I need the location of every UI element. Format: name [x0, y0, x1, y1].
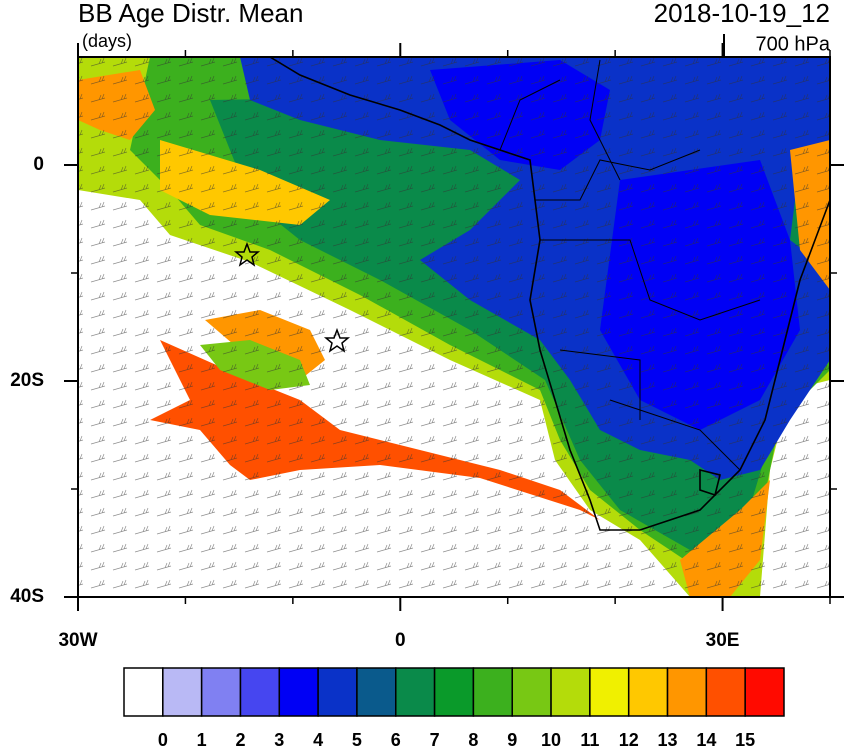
x-tick-label: 0 [395, 630, 406, 651]
colorbar-box [511, 667, 552, 717]
colorbar-label: 12 [619, 730, 639, 750]
level-label: 700 hPa [755, 33, 830, 55]
colorbar-box [356, 667, 397, 717]
colorbar-label: 1 [197, 730, 207, 750]
colorbar-box [123, 667, 164, 717]
colorbar-label: 9 [507, 730, 517, 750]
colorbar-label: 15 [735, 730, 755, 750]
x-tick-label: 30W [58, 630, 97, 651]
colorbar-box [589, 667, 630, 717]
x-tick-label: 30E [706, 630, 740, 651]
units-label: (days) [82, 31, 132, 51]
colorbar-label: 11 [580, 730, 599, 750]
colorbar-box [278, 667, 319, 717]
y-tick-label: 20S [10, 370, 44, 391]
y-tick-label: 0 [33, 154, 44, 175]
colorbar-label: 13 [658, 730, 678, 750]
colorbar-box [433, 667, 475, 717]
colorbar-label: 0 [158, 730, 168, 750]
plot-frame [77, 56, 831, 598]
site-marker [233, 241, 351, 353]
colorbar-label: 2 [235, 730, 245, 750]
colorbar-box [705, 667, 746, 717]
colorbar-box [627, 667, 669, 717]
colorbar-label: 10 [541, 730, 561, 750]
colorbar-label: 7 [430, 730, 440, 750]
colorbar-box [162, 667, 203, 717]
colorbar-box [666, 667, 708, 717]
colorbar-box [472, 667, 513, 717]
date-label: 2018-10-19_12 [654, 0, 830, 28]
colorbar-label: 3 [274, 730, 284, 750]
colorbar-label: 6 [391, 730, 401, 750]
colorbar-box [317, 667, 358, 717]
colorbar-label: 4 [313, 730, 323, 750]
colorbar-label: 14 [696, 730, 716, 750]
colorbar-box [395, 667, 436, 717]
colorbar-label: 8 [468, 730, 478, 750]
map-field [78, 57, 830, 597]
colorbar-label: 5 [352, 730, 362, 750]
y-tick-label: 40S [10, 586, 44, 607]
title: BB Age Distr. Mean [78, 0, 303, 28]
colorbar-box [550, 667, 591, 717]
colorbar-box [744, 667, 785, 717]
colorbar-box [239, 667, 281, 717]
colorbar-box [200, 667, 242, 717]
